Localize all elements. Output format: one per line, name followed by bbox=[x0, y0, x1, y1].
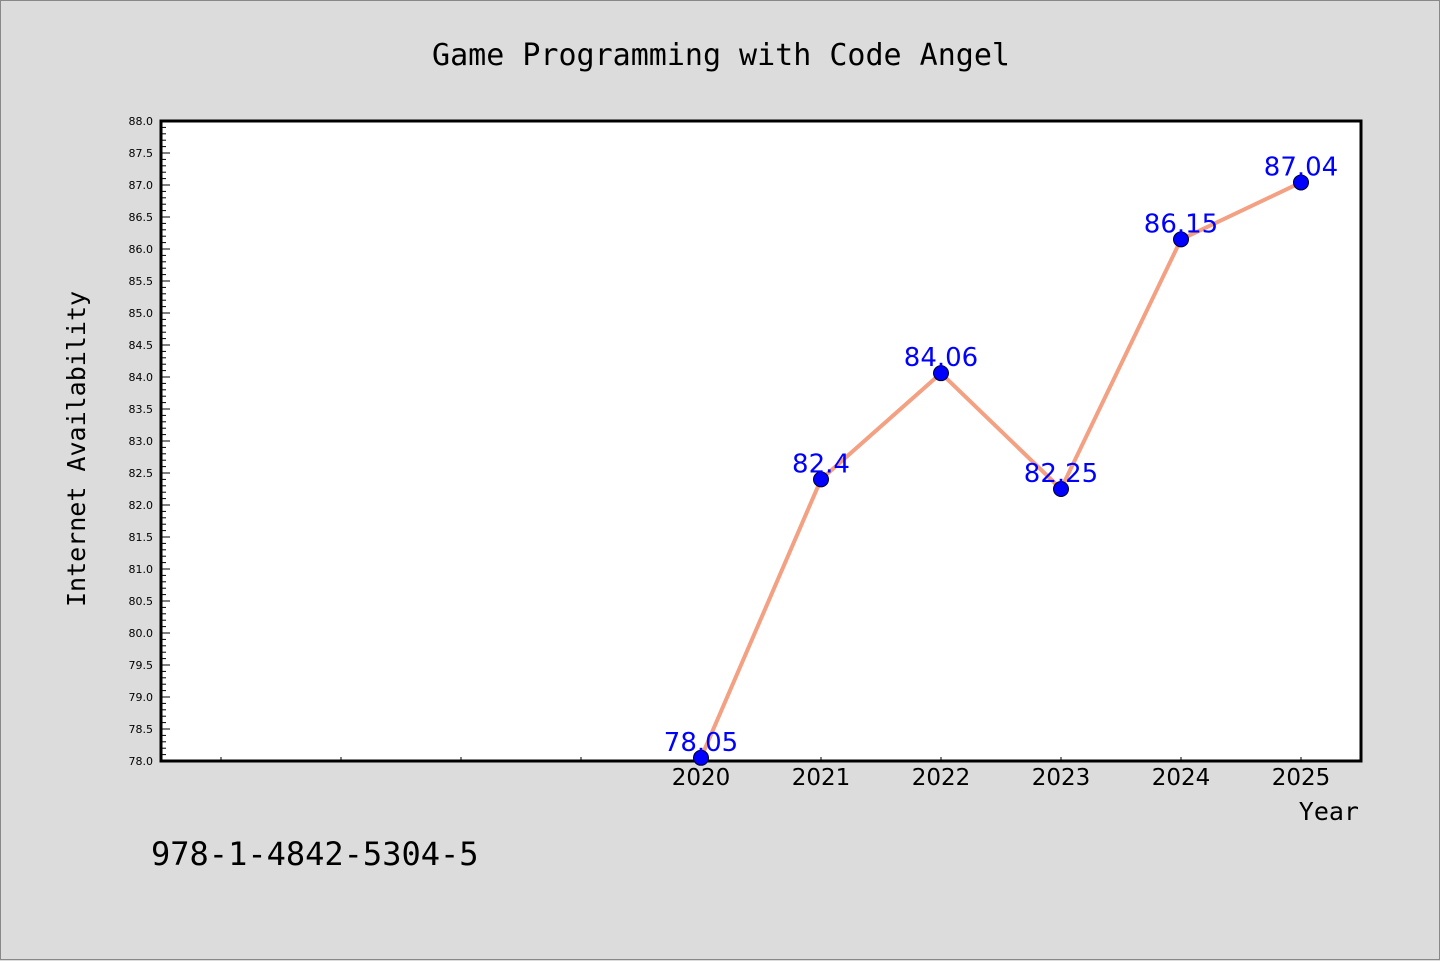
y-tick-label: 83.5 bbox=[129, 403, 154, 416]
x-axis-ticks: 2020 2021 2022 2023 2024 2025 bbox=[220, 757, 1331, 791]
x-tick-label: 2024 bbox=[1152, 765, 1211, 791]
y-tick-label: 80.5 bbox=[129, 595, 154, 608]
y-tick-label: 83.0 bbox=[129, 435, 154, 448]
series-group: 78.05 82.4 84.06 82.25 86.15 87.04 bbox=[664, 152, 1338, 766]
plot-area bbox=[159, 119, 1363, 763]
y-tick-label: 87.0 bbox=[129, 179, 154, 192]
y-tick-label: 85.0 bbox=[129, 307, 154, 320]
data-label: 78.05 bbox=[664, 728, 738, 758]
x-tick-label: 2022 bbox=[912, 765, 971, 791]
y-tick-label: 86.0 bbox=[129, 243, 154, 256]
y-tick-label: 82.0 bbox=[129, 499, 154, 512]
y-tick-label: 80.0 bbox=[129, 627, 154, 640]
data-label: 82.4 bbox=[792, 449, 850, 479]
y-tick-label: 81.5 bbox=[129, 531, 154, 544]
y-tick-label: 79.5 bbox=[129, 659, 154, 672]
data-label: 82.25 bbox=[1024, 459, 1098, 489]
series-line bbox=[699, 180, 1302, 759]
x-axis-label: Year bbox=[1299, 797, 1359, 826]
data-label: 87.04 bbox=[1264, 152, 1338, 182]
y-tick-label: 84.0 bbox=[129, 371, 154, 384]
x-tick-label: 2020 bbox=[672, 765, 731, 791]
x-tick-label: 2025 bbox=[1272, 765, 1331, 791]
x-tick-label: 2021 bbox=[792, 765, 851, 791]
data-point bbox=[1293, 174, 1309, 191]
y-tick-label: 84.5 bbox=[129, 339, 154, 352]
data-point bbox=[1173, 231, 1189, 248]
y-tick-label: 86.5 bbox=[129, 211, 154, 224]
data-point bbox=[1053, 481, 1069, 497]
y-tick-label: 85.5 bbox=[129, 275, 154, 288]
y-tick-label: 78.5 bbox=[129, 723, 154, 736]
data-point bbox=[813, 471, 829, 488]
data-point bbox=[693, 749, 709, 766]
y-tick-label: 82.5 bbox=[129, 467, 154, 480]
y-tick-label: 88.0 bbox=[129, 115, 154, 128]
y-axis-ticks: 78.0 78.5 79.0 79.5 80.0 80.5 81.0 81.5 82.0 82.5… bbox=[129, 115, 170, 768]
y-tick-label: 81.0 bbox=[129, 563, 154, 576]
x-tick-label: 2023 bbox=[1032, 765, 1091, 791]
y-axis-label: Internet Availability bbox=[62, 291, 91, 607]
chart-title: Game Programming with Code Angel bbox=[432, 38, 1010, 73]
data-label: 84.06 bbox=[904, 343, 978, 373]
y-tick-label: 78.0 bbox=[129, 755, 154, 768]
isbn-text: 978-1-4842-5304-5 bbox=[151, 835, 479, 873]
y-tick-label: 87.5 bbox=[129, 147, 154, 160]
data-point bbox=[933, 365, 949, 382]
data-label: 86.15 bbox=[1144, 209, 1218, 239]
y-tick-label: 79.0 bbox=[129, 691, 154, 704]
